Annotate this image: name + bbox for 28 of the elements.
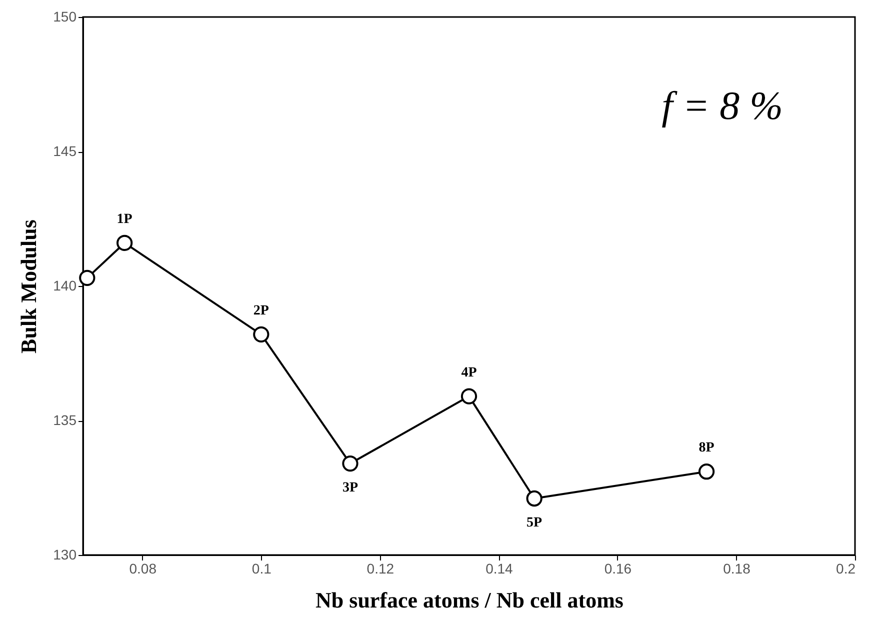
annotation: 2P: [253, 303, 270, 318]
x-tick-label: 0.18: [723, 560, 751, 576]
x-tick-label: 0.08: [129, 560, 157, 576]
x-tick-label: 0.16: [604, 560, 632, 576]
y-tick-label: 145: [53, 143, 77, 159]
point: [342, 455, 358, 472]
x-tick-label: 0.2: [836, 560, 856, 576]
annotation: 4P: [461, 365, 478, 380]
point: [253, 326, 270, 342]
y-tick-label: 135: [53, 412, 77, 428]
point: [79, 270, 96, 286]
annotation: f = 8 %: [662, 83, 783, 128]
y-tick-label: 140: [53, 278, 77, 294]
point: [526, 490, 542, 507]
x-axis-title: Nb surface atoms / Nb cell atoms: [316, 588, 624, 612]
x-tick-label: 0.1: [252, 560, 272, 576]
annotation: 5P: [526, 516, 543, 531]
x-tick-label: 0.12: [366, 560, 394, 576]
point: [698, 464, 715, 480]
x-tick-label: 0.14: [486, 560, 514, 576]
y-tick-label: 130: [53, 546, 77, 562]
y-tick-label: 150: [53, 8, 77, 24]
y-axis-title: Bulk Modulus: [16, 219, 42, 354]
annotation: 3P: [342, 480, 358, 496]
annotation: 8P: [698, 440, 715, 456]
point: [460, 388, 478, 404]
annotation: 1P: [116, 212, 133, 227]
point: [116, 234, 133, 252]
